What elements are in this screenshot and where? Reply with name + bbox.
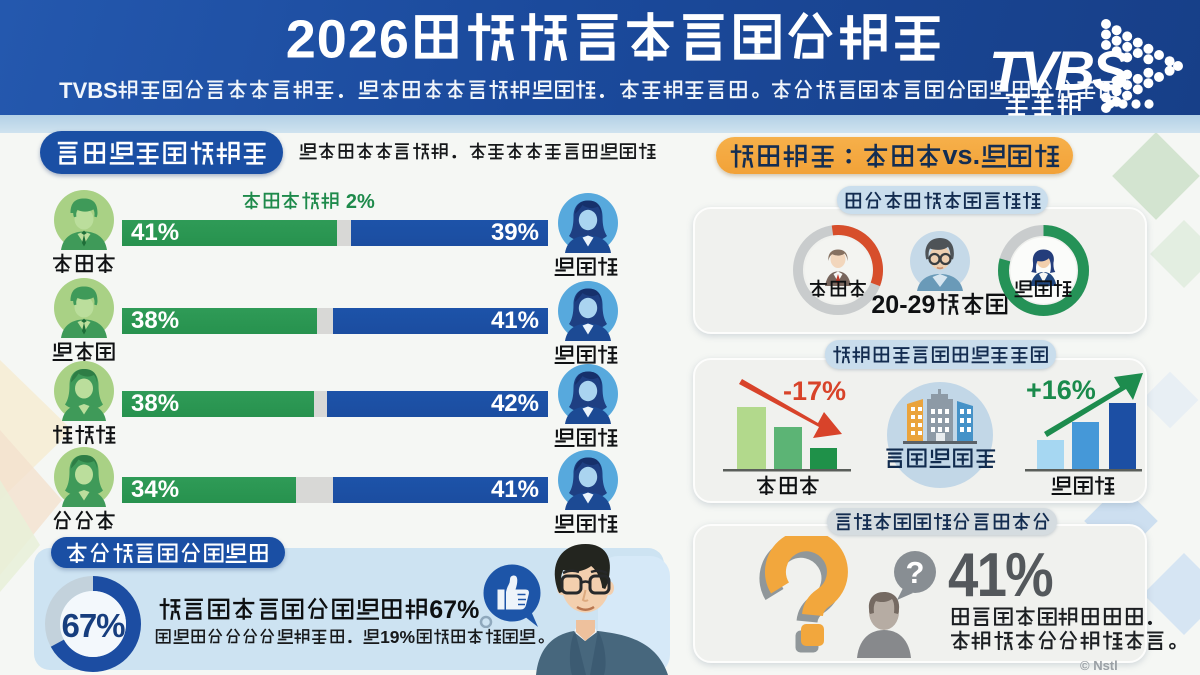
svg-text:?: ? xyxy=(906,555,925,590)
